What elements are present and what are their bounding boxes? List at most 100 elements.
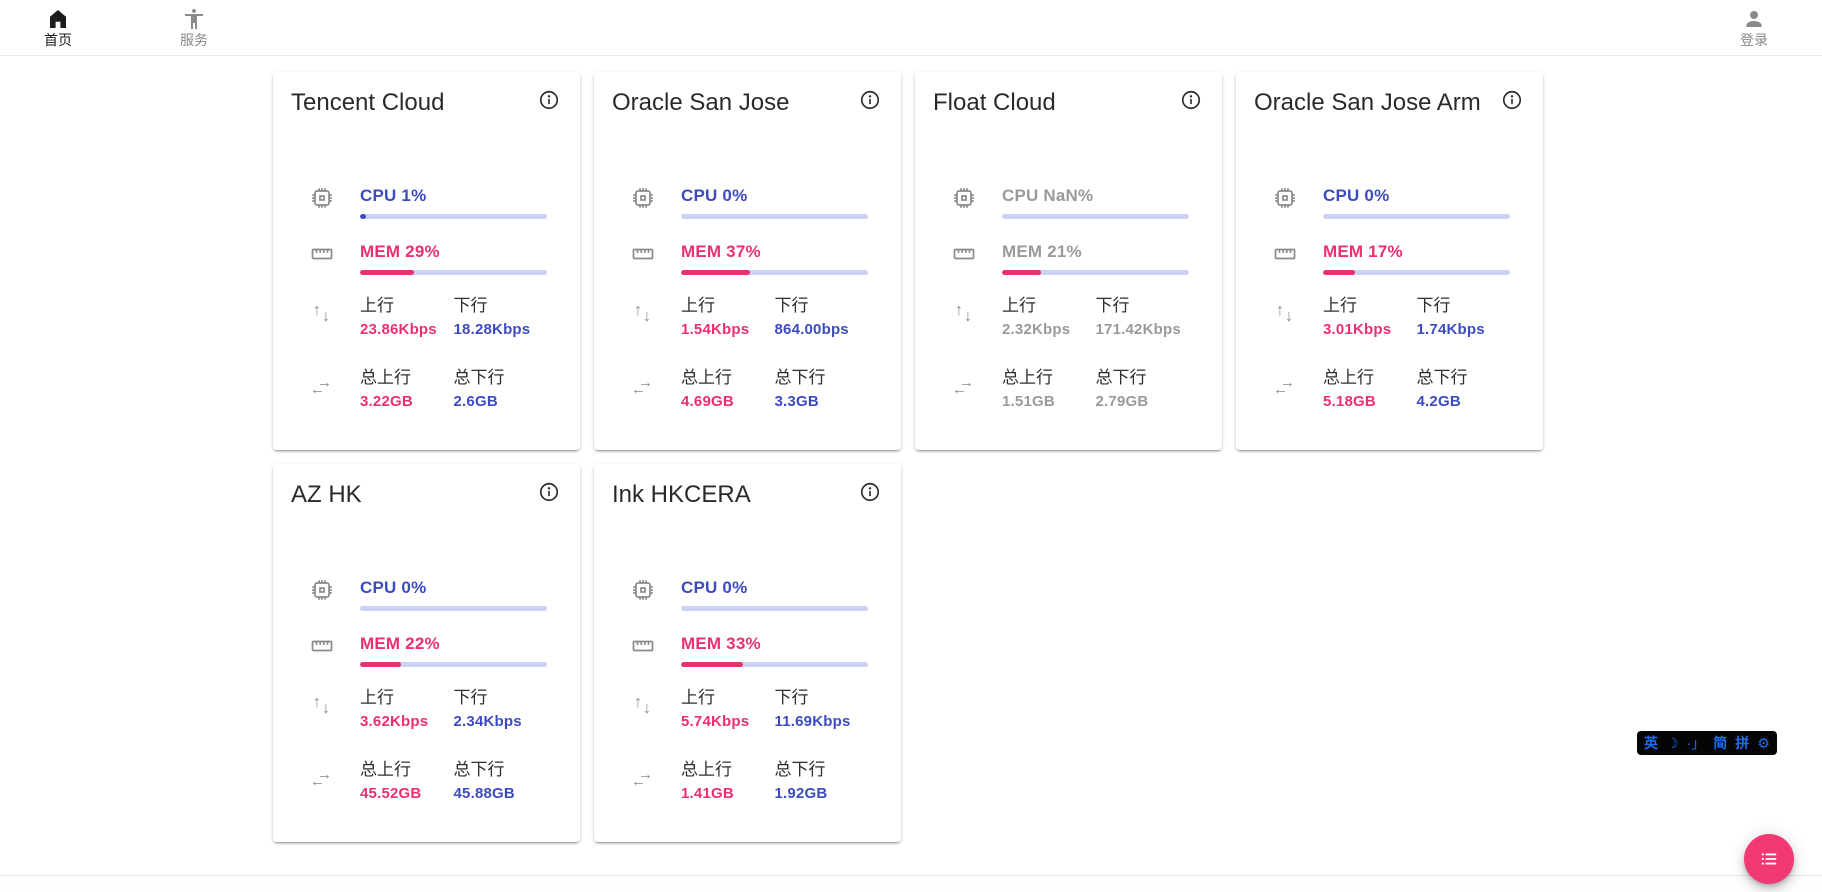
total-download-label: 总下行 — [1416, 368, 1468, 387]
download-label: 下行 — [453, 688, 488, 707]
info-button[interactable] — [537, 89, 561, 113]
mem-progress-fill — [681, 662, 743, 667]
server-card: AZ HK CPU 0% MEM 22% ↑ ↓ — [273, 464, 580, 842]
updown-arrows-icon: ↑ ↓ — [313, 302, 330, 325]
ime-moon-icon[interactable]: ☽ — [1666, 735, 1679, 751]
metrics: CPU 1% MEM 29% ↑ ↓ 上行 23.86Kbps 下行 18.28Kbp… — [273, 186, 580, 411]
upload-label: 上行 — [1002, 296, 1036, 315]
mem-progress — [1323, 270, 1510, 275]
upload-value: 2.32Kbps — [1002, 321, 1071, 338]
mem-progress-fill — [1002, 270, 1042, 275]
updown-arrows-icon: ↑ ↓ — [313, 694, 330, 717]
cpu-chip-icon — [633, 580, 653, 600]
cpu-progress — [360, 214, 547, 219]
total-upload-value: 1.41GB — [681, 785, 734, 802]
info-icon — [1502, 90, 1522, 110]
mem-label: MEM 29% — [360, 242, 440, 261]
footer-divider — [0, 875, 1822, 892]
cpu-chip-icon — [1275, 188, 1295, 208]
mem-progress — [1002, 270, 1189, 275]
total-upload-label: 总上行 — [681, 368, 732, 387]
info-button[interactable] — [858, 89, 882, 113]
cpu-progress-fill — [360, 214, 366, 219]
mem-label: MEM 17% — [1323, 242, 1403, 261]
mem-progress — [360, 662, 547, 667]
nav-item-services[interactable]: 服务 — [152, 7, 236, 48]
upload-value: 23.86Kbps — [360, 321, 437, 338]
server-card: Oracle San Jose CPU 0% MEM 37% ↑ ↓ — [594, 72, 901, 450]
upload-label: 上行 — [681, 688, 715, 707]
total-download-value: 3.3GB — [774, 393, 819, 410]
info-button[interactable] — [858, 481, 882, 505]
updown-arrows-icon: ↑ ↓ — [955, 302, 972, 325]
card-title: Ink HKCERA — [612, 481, 751, 508]
total-download-value: 2.79GB — [1095, 393, 1149, 410]
cpu-label: CPU 0% — [681, 186, 748, 205]
info-button[interactable] — [537, 481, 561, 505]
upload-value: 3.01Kbps — [1323, 321, 1392, 338]
download-value: 864.00bps — [774, 321, 849, 338]
cpu-chip-icon — [954, 188, 974, 208]
human-icon — [185, 9, 203, 29]
metrics: CPU NaN% MEM 21% ↑ ↓ 上行 2.32Kbps 下行 171.42K… — [915, 186, 1222, 411]
card-title: Oracle San Jose Arm — [1254, 89, 1481, 116]
metrics: CPU 0% MEM 17% ↑ ↓ 上行 3.01Kbps 下行 1.74Kbps — [1236, 186, 1543, 411]
mem-progress — [681, 270, 868, 275]
info-button[interactable] — [1179, 89, 1203, 113]
upload-label: 上行 — [681, 296, 715, 315]
memory-ruler-icon — [632, 640, 654, 652]
cpu-chip-icon — [312, 580, 332, 600]
ime-simplified-button[interactable]: 简 — [1713, 735, 1728, 751]
metrics: CPU 0% MEM 33% ↑ ↓ 上行 5.74Kbps 下行 11.69Kbps — [594, 578, 901, 803]
nav-item-home-label: 首页 — [44, 32, 72, 48]
mem-progress-fill — [360, 270, 415, 275]
download-value: 2.34Kbps — [453, 713, 522, 730]
info-button[interactable] — [1500, 89, 1524, 113]
cpu-progress — [1002, 214, 1189, 219]
ime-punctuation-button[interactable]: ·」 — [1686, 735, 1706, 751]
total-download-value: 4.2GB — [1416, 393, 1461, 410]
download-label: 下行 — [1416, 296, 1451, 315]
upload-value: 3.62Kbps — [360, 713, 429, 730]
total-upload-value: 5.18GB — [1323, 393, 1376, 410]
total-download-label: 总下行 — [453, 368, 505, 387]
cpu-label: CPU 0% — [360, 578, 427, 597]
cpu-chip-icon — [312, 188, 332, 208]
server-list-fab-button[interactable] — [1744, 834, 1794, 884]
cpu-label: CPU NaN% — [1002, 186, 1094, 205]
memory-ruler-icon — [311, 248, 333, 260]
card-title: Oracle San Jose — [612, 89, 790, 116]
total-upload-label: 总上行 — [1002, 368, 1053, 387]
cpu-progress — [360, 606, 547, 611]
upload-value: 1.54Kbps — [681, 321, 750, 338]
metrics: CPU 0% MEM 22% ↑ ↓ 上行 3.62Kbps 下行 2.34Kbps — [273, 578, 580, 803]
memory-ruler-icon — [632, 248, 654, 260]
nav-item-home[interactable]: 首页 — [16, 7, 100, 48]
nav-item-login[interactable]: 登录 — [1712, 7, 1796, 48]
upload-value: 5.74Kbps — [681, 713, 750, 730]
ime-pinyin-button[interactable]: 拼 — [1735, 735, 1750, 751]
total-download-label: 总下行 — [774, 760, 826, 779]
swap-arrows-icon: → ← — [952, 374, 974, 398]
info-icon — [539, 90, 559, 110]
mem-progress-fill — [1323, 270, 1355, 275]
memory-ruler-icon — [1274, 248, 1296, 260]
total-download-label: 总下行 — [774, 368, 826, 387]
total-upload-label: 总上行 — [681, 760, 732, 779]
total-download-value: 45.88GB — [453, 785, 515, 802]
upload-label: 上行 — [360, 688, 394, 707]
mem-label: MEM 21% — [1002, 242, 1082, 261]
info-icon — [860, 482, 880, 502]
memory-ruler-icon — [311, 640, 333, 652]
home-icon — [50, 10, 66, 28]
download-label: 下行 — [453, 296, 488, 315]
card-title: Float Cloud — [933, 89, 1056, 116]
updown-arrows-icon: ↑ ↓ — [634, 302, 651, 325]
card-title: Tencent Cloud — [291, 89, 445, 116]
total-upload-label: 总上行 — [1323, 368, 1374, 387]
ime-language-button[interactable]: 英 — [1644, 735, 1658, 751]
upload-label: 上行 — [1323, 296, 1357, 315]
swap-arrows-icon: → ← — [1273, 374, 1295, 398]
ime-settings-gear-icon[interactable]: ⚙ — [1757, 735, 1770, 751]
account-icon — [1746, 11, 1762, 27]
